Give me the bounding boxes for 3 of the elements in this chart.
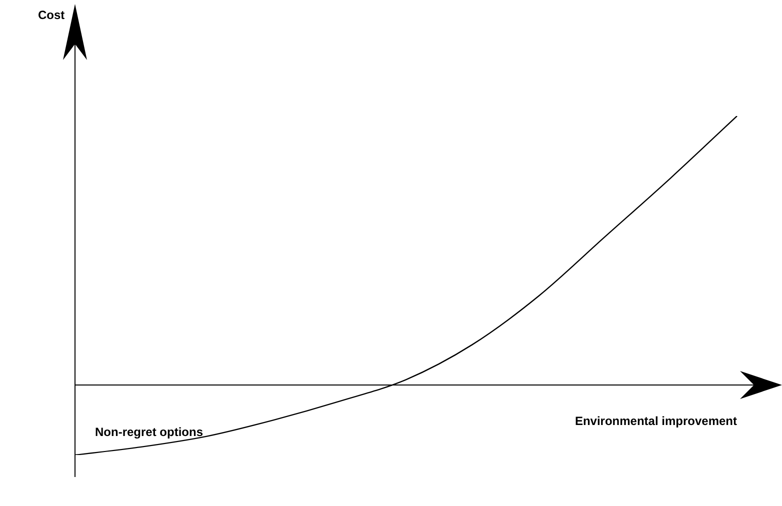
annotation: Non-regret options bbox=[95, 425, 203, 439]
text: Cost bbox=[38, 8, 65, 22]
x-axis-title: Environmental improvement bbox=[574, 414, 737, 428]
